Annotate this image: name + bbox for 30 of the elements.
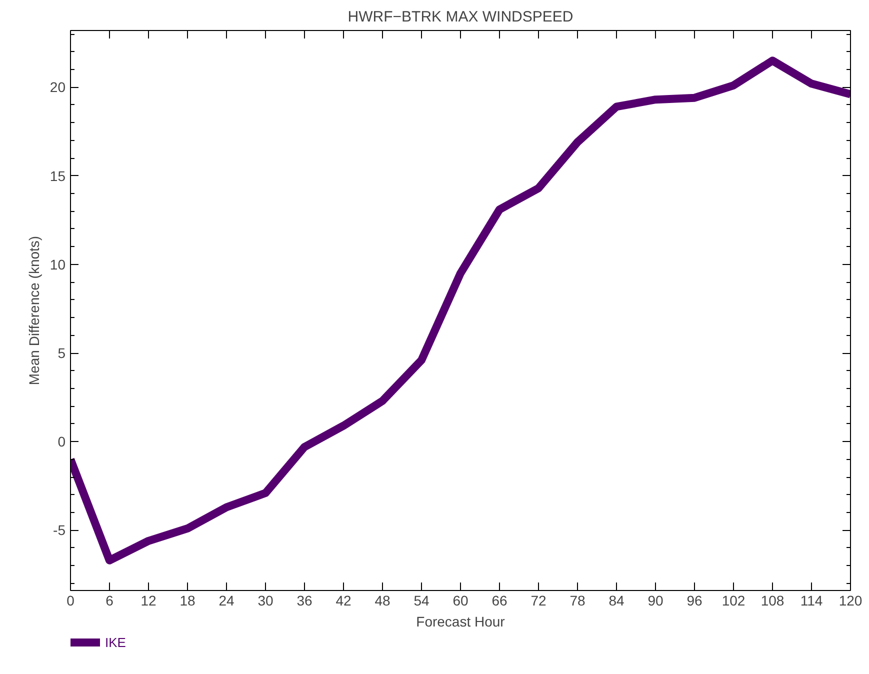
x-tick-label: 114 (800, 592, 823, 608)
x-tick-label: 36 (296, 592, 312, 608)
x-tick-label: 96 (686, 592, 702, 608)
x-axis-title: Forecast Hour (416, 614, 506, 630)
x-tick-label: 6 (106, 592, 114, 608)
x-tick-label: 42 (336, 592, 352, 608)
x-tick-label: 90 (648, 592, 664, 608)
x-tick-label: 54 (414, 592, 430, 608)
y-tick-label: 0 (58, 434, 66, 450)
y-tick-label: 10 (50, 256, 66, 272)
y-tick-label: 20 (50, 79, 66, 96)
x-tick-label: 108 (760, 592, 784, 608)
x-tick-label: 24 (218, 592, 234, 608)
x-tick-label: 102 (722, 592, 746, 608)
y-axis-title: Mean Difference (knots) (26, 236, 42, 386)
y-tick-label: 15 (50, 168, 66, 184)
y-tick-label: -5 (53, 522, 66, 538)
chart-title: HWRF−BTRK MAX WINDSPEED (348, 8, 574, 26)
x-tick-label: 12 (140, 592, 156, 608)
x-tick-label: 18 (180, 592, 196, 608)
x-tick-label: 48 (374, 592, 390, 608)
x-tick-label: 60 (452, 592, 468, 608)
x-tick-label: 120 (838, 592, 862, 608)
x-tick-label: 66 (492, 592, 508, 608)
x-tick-label: 72 (530, 592, 546, 608)
x-tick-label: 78 (570, 592, 586, 608)
y-tick-label: 5 (58, 345, 66, 362)
x-tick-label: 84 (608, 592, 624, 608)
x-tick-label: 30 (258, 592, 274, 608)
legend-label: IKE (105, 634, 126, 650)
